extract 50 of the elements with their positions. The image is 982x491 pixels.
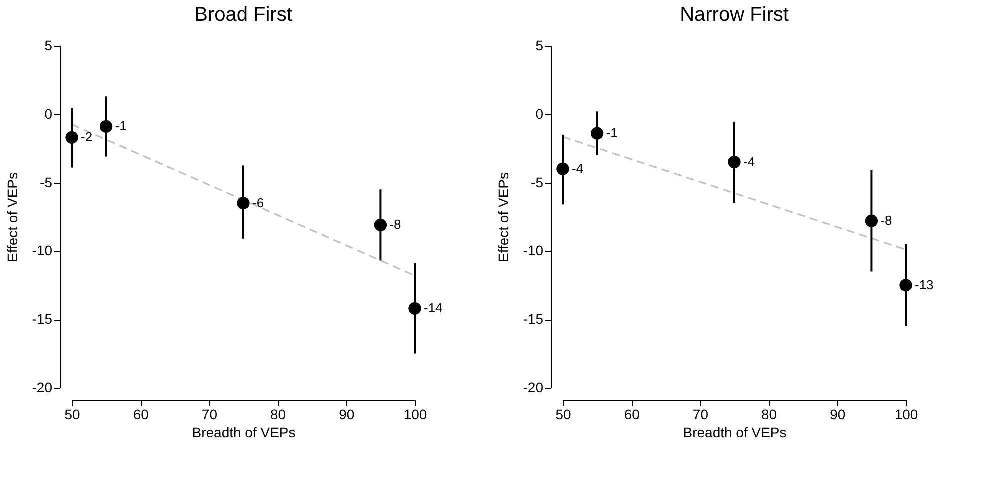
y-tick-label: -20 bbox=[32, 380, 53, 396]
x-tick-label: 70 bbox=[692, 406, 709, 422]
data-label: -4 bbox=[744, 154, 756, 170]
x-axis-title: Breadth of VEPs bbox=[683, 424, 787, 440]
point bbox=[66, 131, 78, 144]
data-label: -8 bbox=[390, 217, 402, 232]
point bbox=[590, 127, 604, 140]
point bbox=[728, 156, 741, 169]
x-tick-label: 50 bbox=[556, 406, 572, 422]
data-label: -1 bbox=[606, 126, 618, 141]
data-label: -1 bbox=[115, 118, 127, 134]
point bbox=[408, 302, 422, 315]
chart-title: Broad First bbox=[194, 4, 293, 26]
y-tick-label: -15 bbox=[523, 311, 544, 328]
y-tick-label: 5 bbox=[536, 38, 544, 54]
x-axis-title: Breadth of VEPs bbox=[192, 424, 296, 440]
data-label: -14 bbox=[424, 300, 443, 316]
data-label: -2 bbox=[81, 130, 93, 145]
y-axis-title: Effect of VEPs bbox=[495, 172, 512, 263]
y-tick-label: 0 bbox=[44, 106, 53, 122]
y-tick-label: -5 bbox=[531, 174, 544, 190]
y-tick-label: -20 bbox=[523, 380, 544, 396]
point bbox=[865, 214, 878, 228]
x-tick-label: 80 bbox=[270, 406, 286, 422]
x-tick-label: 100 bbox=[894, 406, 918, 422]
point bbox=[374, 218, 388, 232]
y-axis-title: Effect of VEPs bbox=[4, 172, 20, 263]
data-label: -8 bbox=[880, 213, 892, 228]
y-tick-label: 5 bbox=[44, 38, 53, 54]
x-tick-label: 90 bbox=[830, 406, 846, 422]
y-tick-label: -10 bbox=[523, 242, 544, 259]
y-tick-label: -5 bbox=[40, 174, 53, 190]
point bbox=[100, 120, 113, 134]
data-label: -4 bbox=[572, 161, 584, 176]
x-tick-label: 50 bbox=[64, 406, 80, 422]
y-tick-label: 0 bbox=[536, 106, 544, 122]
x-tick-label: 100 bbox=[404, 406, 428, 422]
point bbox=[556, 162, 570, 176]
data-label: -6 bbox=[252, 195, 264, 210]
point bbox=[237, 197, 250, 210]
x-tick-label: 60 bbox=[133, 406, 150, 422]
y-tick-label: -15 bbox=[32, 311, 53, 328]
x-tick-label: 80 bbox=[762, 406, 778, 422]
data-label: -13 bbox=[915, 277, 934, 292]
chart-title: Narrow First bbox=[680, 4, 790, 26]
x-tick-label: 60 bbox=[624, 406, 640, 422]
x-tick-label: 90 bbox=[339, 406, 355, 422]
y-tick-label: -10 bbox=[32, 242, 53, 259]
x-tick-label: 70 bbox=[202, 406, 218, 422]
point bbox=[900, 279, 912, 292]
